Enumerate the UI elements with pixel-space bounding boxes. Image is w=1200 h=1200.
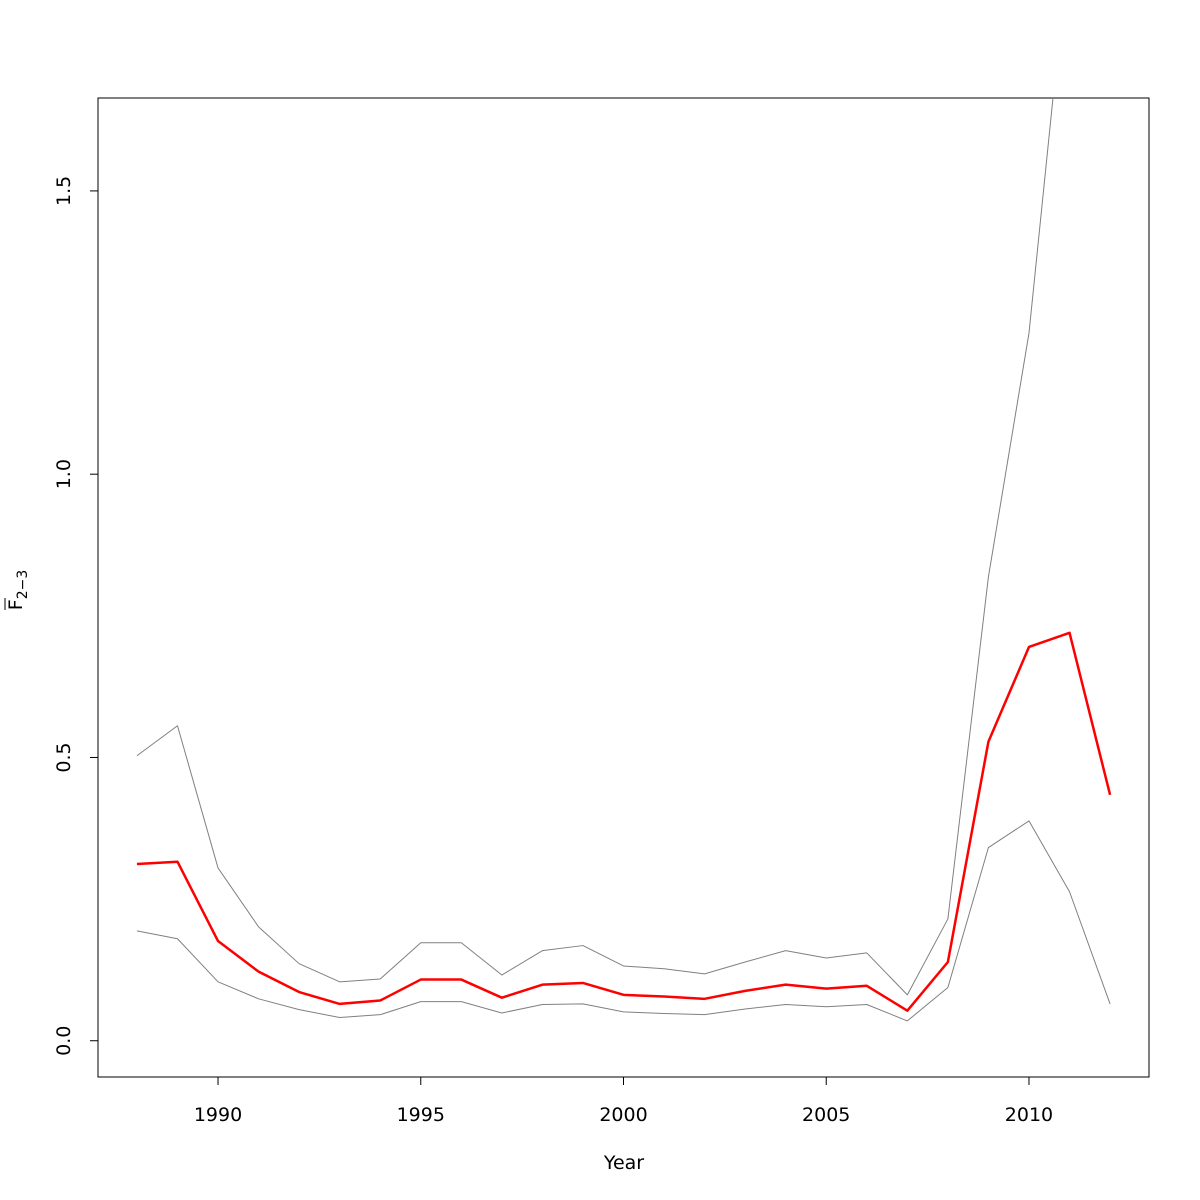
y-tick-label: 1.0 <box>53 459 75 489</box>
y-tick-label: 1.5 <box>53 176 75 206</box>
y-tick-label: 0.5 <box>53 742 75 772</box>
x-axis-label: Year <box>603 1152 644 1174</box>
y-tick-label: 0.0 <box>53 1026 75 1056</box>
plot-frame <box>97 97 1150 1078</box>
y-axis-label-main: F <box>5 599 27 610</box>
x-tick-label: 2010 <box>1005 1104 1053 1126</box>
series-line <box>136 631 1112 1012</box>
series-line <box>136 98 1054 996</box>
x-tick-label: 1995 <box>397 1104 445 1126</box>
y-axis-label-text: F2−3 <box>5 570 31 610</box>
x-tick-label: 2000 <box>599 1104 647 1126</box>
y-axis-label: F2−3 <box>4 570 31 610</box>
series-line <box>136 820 1111 1022</box>
y-axis-label-sub: 2−3 <box>15 570 31 600</box>
x-tick-label: 2005 <box>802 1104 850 1126</box>
x-tick-label: 1990 <box>194 1104 242 1126</box>
series-layer <box>136 98 1112 1022</box>
